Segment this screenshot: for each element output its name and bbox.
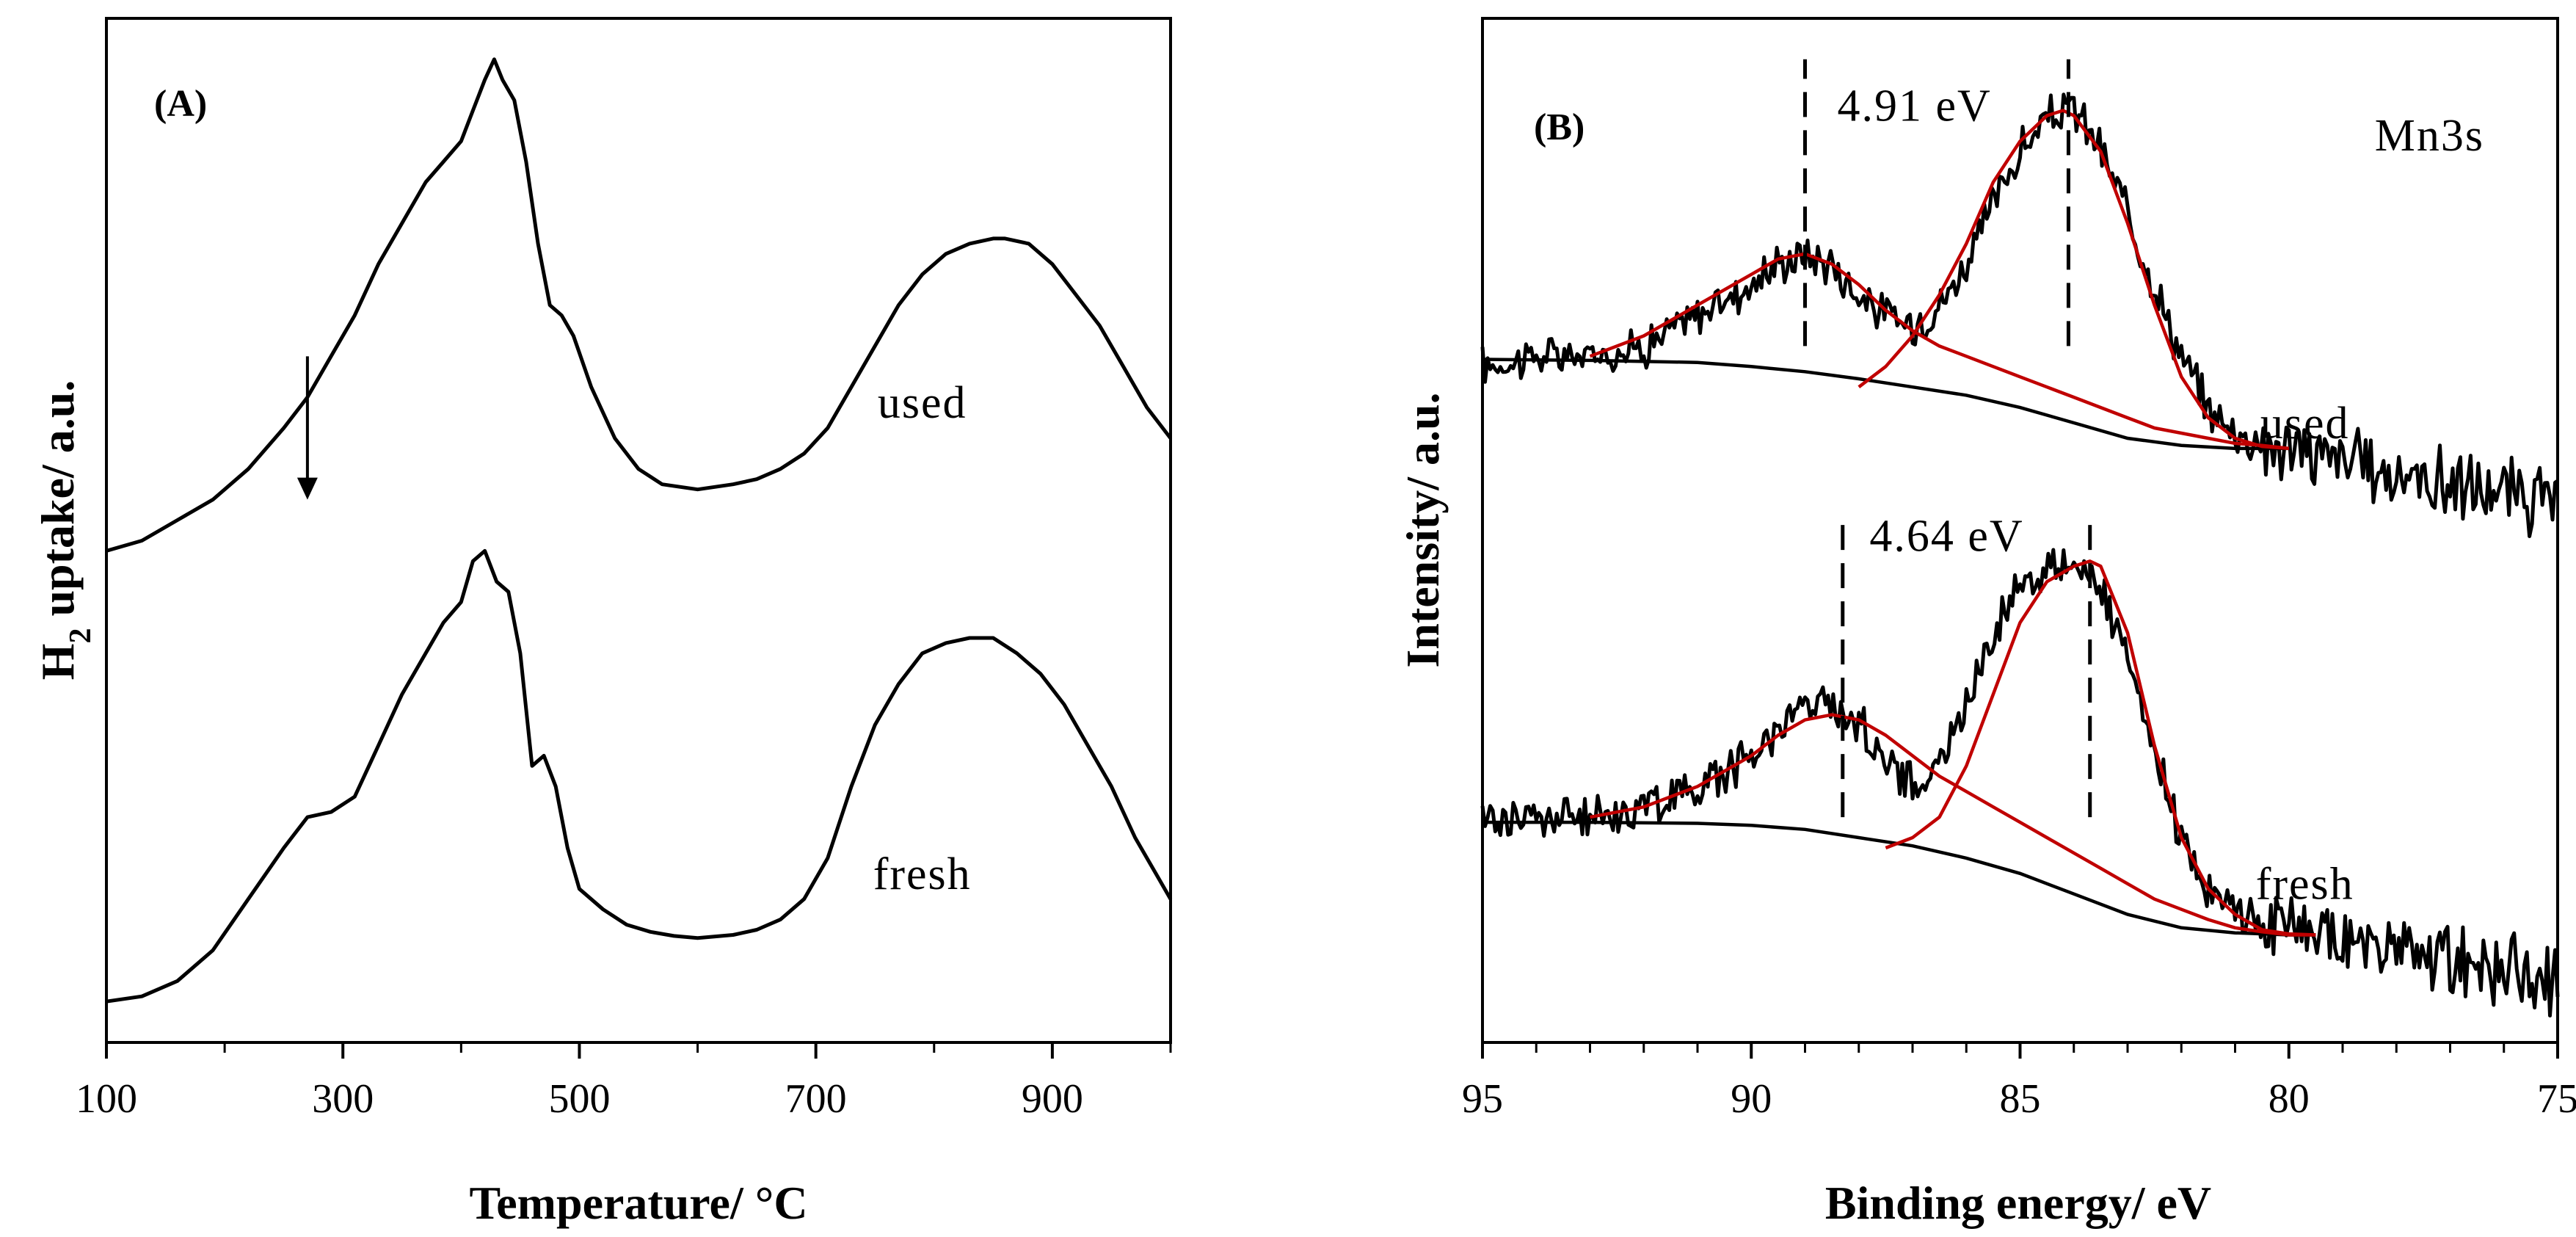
x-tick-label: 80	[2268, 1076, 2310, 1122]
x-tick-label: 85	[2000, 1076, 2041, 1122]
panel-b-ticks: 95 90 85 80 75	[1462, 1042, 2576, 1122]
panel-a-xlabel: Temperature/ °C	[469, 1177, 807, 1229]
panel-a-ylabel-main: H	[32, 644, 84, 681]
panel-b-tag: (B)	[1534, 106, 1584, 148]
panel-a: 100 300 500 700 900 used fresh (A) Temperatur…	[32, 17, 1173, 1229]
series-fresh-baseline	[1482, 820, 2316, 937]
x-tick-label: 95	[1462, 1076, 1503, 1122]
series-fresh-label: fresh	[2256, 860, 2354, 910]
series-fresh-spectrum	[1480, 548, 2560, 1017]
series-fresh-line	[106, 548, 1173, 1004]
series-used-label: used	[878, 378, 967, 428]
panel-a-ylabel-sub: 2	[64, 628, 98, 644]
x-tick-label: 500	[548, 1076, 610, 1122]
series-used-splitting-label: 4.91 eV	[1837, 81, 1991, 131]
series-fresh-fit-peak-1	[1590, 713, 2316, 937]
panel-a-labels: used fresh	[296, 356, 972, 899]
panel-b-labels: 4.91 eV used 4.64 eV fresh	[1837, 81, 2354, 910]
series-used-spectrum	[1480, 92, 2559, 538]
panel-a-curves	[106, 57, 1173, 1004]
series-used-line	[106, 57, 1172, 553]
x-tick-label: 90	[1731, 1076, 1772, 1122]
series-fresh-splitting-label: 4.64 eV	[1869, 511, 2023, 561]
panel-a-ylabel: H2 uptake/ a.u.	[32, 380, 98, 681]
series-used-label: used	[2260, 399, 2350, 449]
panel-b-corner-label: Mn3s	[2375, 111, 2484, 161]
panel-a-tag: (A)	[154, 83, 207, 125]
series-fresh-fit-peak-2	[1885, 559, 2316, 937]
x-tick-label: 75	[2537, 1076, 2576, 1122]
panel-b-xlabel: Binding energy/ eV	[1825, 1177, 2211, 1229]
panel-a-ticks: 100 300 500 700 900	[76, 1042, 1172, 1122]
x-tick-label: 300	[312, 1076, 374, 1122]
x-tick-label: 900	[1022, 1076, 1083, 1122]
panel-b-ylabel: Intensity/ a.u.	[1397, 392, 1449, 667]
series-fresh-label: fresh	[873, 849, 972, 899]
panel-b-curves	[1480, 59, 2560, 1017]
x-tick-label: 700	[785, 1076, 847, 1122]
series-used-baseline	[1482, 358, 2289, 451]
panel-a-frame	[105, 17, 1172, 1044]
x-tick-label: 100	[76, 1076, 137, 1122]
arrow-head	[296, 477, 318, 500]
panel-a-ylabel-rest: uptake/ a.u.	[32, 380, 84, 628]
panel-b: 95 90 85 80 75 4.91 eV used 4.64 eV fresh (B) M…	[1397, 17, 2576, 1229]
series-used-fit-peak-1	[1589, 252, 2290, 451]
